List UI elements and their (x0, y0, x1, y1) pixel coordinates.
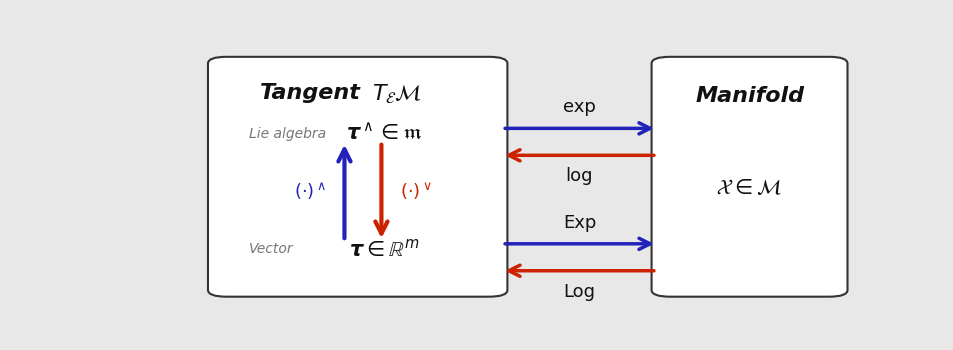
Text: $(\cdot)^\wedge$: $(\cdot)^\wedge$ (294, 181, 326, 202)
Text: log: log (565, 167, 593, 186)
Text: Lie algebra: Lie algebra (249, 127, 325, 141)
FancyBboxPatch shape (651, 57, 846, 297)
Text: $T_{\mathcal{E}}\mathcal{M}$: $T_{\mathcal{E}}\mathcal{M}$ (372, 82, 421, 105)
Text: Manifold: Manifold (695, 86, 803, 106)
Text: Log: Log (563, 283, 595, 301)
Text: $\mathcal{X} \in \mathcal{M}$: $\mathcal{X} \in \mathcal{M}$ (716, 178, 781, 198)
Text: Exp: Exp (562, 214, 596, 232)
Text: Vector: Vector (249, 242, 293, 256)
FancyBboxPatch shape (208, 57, 507, 297)
Text: exp: exp (562, 98, 596, 116)
Text: $\boldsymbol{\tau}^\wedge \in \mathfrak{m}$: $\boldsymbol{\tau}^\wedge \in \mathfrak{… (345, 123, 422, 145)
Text: Tangent: Tangent (260, 83, 360, 103)
Text: $\boldsymbol{\tau} \in \mathbb{R}^m$: $\boldsymbol{\tau} \in \mathbb{R}^m$ (349, 238, 418, 260)
Text: $(\cdot)^\vee$: $(\cdot)^\vee$ (399, 181, 432, 202)
